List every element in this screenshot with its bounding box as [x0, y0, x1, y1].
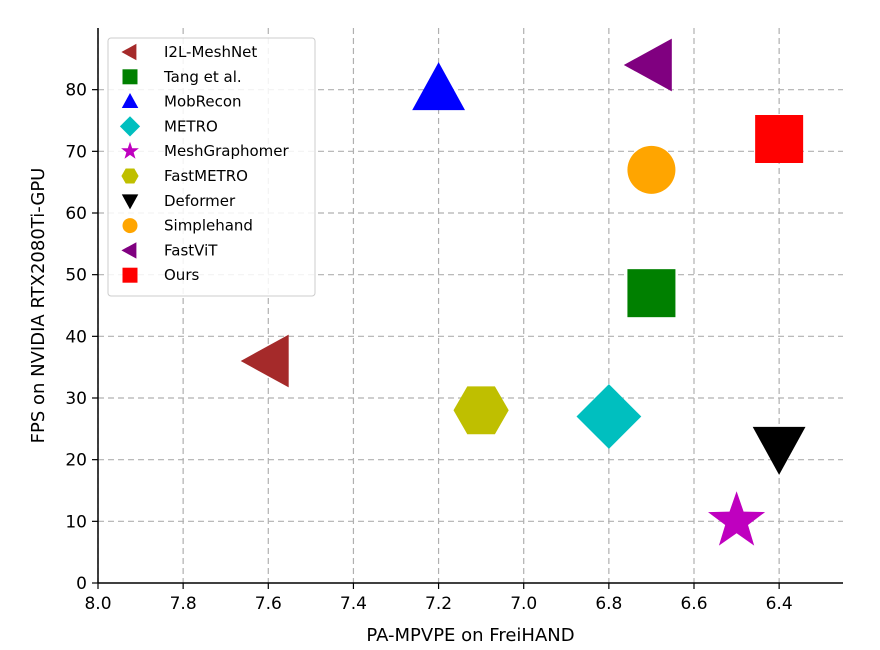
y-tick-label: 80	[65, 81, 87, 101]
y-ticks: 0 10 20 30 40 50 60 70 80	[65, 81, 98, 594]
legend-label-i2l-meshnet: I2L-MeshNet	[164, 43, 257, 61]
data-point-i2l-meshnet	[240, 334, 289, 388]
legend-marker-fastmetro	[121, 168, 139, 184]
legend-label-fastmetro: FastMETRO	[164, 167, 248, 185]
x-tick-label: 6.8	[595, 594, 622, 614]
data-point-tang-et-al	[627, 269, 676, 318]
legend-box	[107, 37, 316, 297]
legend-marker-i2l-meshnet	[121, 43, 137, 61]
y-tick-label: 60	[65, 204, 87, 224]
legend-marker-deformer	[121, 194, 139, 210]
y-tick-label: 10	[65, 512, 87, 532]
x-tick-label: 6.6	[680, 594, 707, 614]
data-point-simplehand	[627, 145, 676, 194]
x-tick-label: 7.8	[170, 594, 197, 614]
data-point-meshgraphomer	[708, 491, 766, 546]
legend-label-simplehand: Simplehand	[164, 217, 253, 235]
legend-marker-ours	[122, 267, 138, 283]
legend-marker-meshgraphomer	[121, 141, 139, 159]
x-tick-label: 8.0	[84, 594, 111, 614]
legend-label-metro: METRO	[164, 117, 218, 135]
data-point-fastvit	[623, 38, 672, 92]
x-tick-label: 6.4	[766, 594, 793, 614]
axes	[97, 28, 843, 584]
data-points	[240, 38, 806, 546]
legend-label-tang-et-al: Tang et al.	[163, 68, 242, 86]
legend-marker-metro	[119, 116, 141, 137]
data-point-deformer	[752, 426, 806, 475]
x-tick-label: 7.4	[340, 594, 367, 614]
y-tick-label: 0	[76, 574, 87, 594]
legend: I2L-MeshNet Tang et al. MobRecon METRO MeshG…	[107, 37, 316, 297]
legend-label-meshgraphomer: MeshGraphomer	[164, 142, 290, 160]
legend-marker-mobrecon	[121, 93, 139, 108]
x-tick-label: 7.0	[510, 594, 537, 614]
legend-label-deformer: Deformer	[164, 192, 236, 210]
y-tick-label: 50	[65, 266, 87, 286]
data-point-metro	[576, 384, 642, 449]
x-ticks: 8.0 7.8 7.6 7.4 7.2 7.0 6.8 6.6 6.4	[84, 583, 793, 614]
y-tick-label: 70	[65, 142, 87, 162]
legend-marker-fastvit	[121, 242, 137, 259]
y-tick-label: 40	[65, 327, 87, 347]
y-tick-label: 30	[65, 389, 87, 409]
y-axis-label: FPS on NVIDIA RTX2080Ti-GPU	[28, 168, 49, 444]
x-tick-label: 7.6	[255, 594, 282, 614]
data-point-mobrecon	[412, 62, 465, 111]
x-axis-label: PA-MPVPE on FreiHAND	[366, 625, 574, 646]
legend-marker-simplehand	[122, 218, 138, 234]
y-tick-label: 20	[65, 451, 87, 471]
x-tick-label: 7.2	[425, 594, 452, 614]
data-point-ours	[755, 115, 804, 163]
legend-marker-tang-et-al	[122, 69, 138, 85]
data-point-fastmetro	[453, 386, 509, 435]
legend-label-ours: Ours	[164, 266, 199, 284]
legend-label-fastvit: FastViT	[164, 241, 218, 259]
legend-label-mobrecon: MobRecon	[164, 93, 242, 111]
